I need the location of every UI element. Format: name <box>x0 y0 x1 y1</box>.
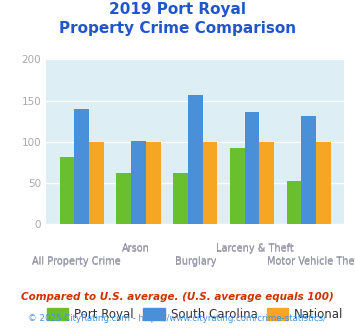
Bar <box>89 142 104 224</box>
Text: Larceny & Theft: Larceny & Theft <box>216 244 294 254</box>
Bar <box>173 173 188 224</box>
Bar <box>146 142 161 224</box>
Text: Compared to U.S. average. (U.S. average equals 100): Compared to U.S. average. (U.S. average … <box>21 292 334 302</box>
Bar <box>203 142 217 224</box>
Text: Property Crime Comparison: Property Crime Comparison <box>59 21 296 36</box>
Bar <box>260 142 274 224</box>
Text: All Property Crime: All Property Crime <box>32 257 120 267</box>
Text: Burglary: Burglary <box>175 257 216 267</box>
Text: Motor Vehicle Theft: Motor Vehicle Theft <box>267 256 355 266</box>
Bar <box>245 112 260 224</box>
Legend: Port Royal, South Carolina, National: Port Royal, South Carolina, National <box>42 303 348 325</box>
Text: Arson: Arson <box>122 243 149 252</box>
Text: 2019 Port Royal: 2019 Port Royal <box>109 2 246 16</box>
Bar <box>286 182 301 224</box>
Text: Arson: Arson <box>122 244 149 254</box>
Text: Burglary: Burglary <box>175 256 216 266</box>
Bar <box>301 116 316 224</box>
Bar <box>116 173 131 224</box>
Text: All Property Crime: All Property Crime <box>32 256 120 266</box>
Bar <box>316 142 331 224</box>
Bar <box>230 148 245 224</box>
Text: Motor Vehicle Theft: Motor Vehicle Theft <box>267 257 355 267</box>
Bar <box>188 95 203 224</box>
Bar <box>131 141 146 224</box>
Text: Larceny & Theft: Larceny & Theft <box>216 243 294 252</box>
Text: © 2025 CityRating.com - https://www.cityrating.com/crime-statistics/: © 2025 CityRating.com - https://www.city… <box>28 314 327 323</box>
Bar <box>60 157 75 224</box>
Bar <box>75 109 89 224</box>
